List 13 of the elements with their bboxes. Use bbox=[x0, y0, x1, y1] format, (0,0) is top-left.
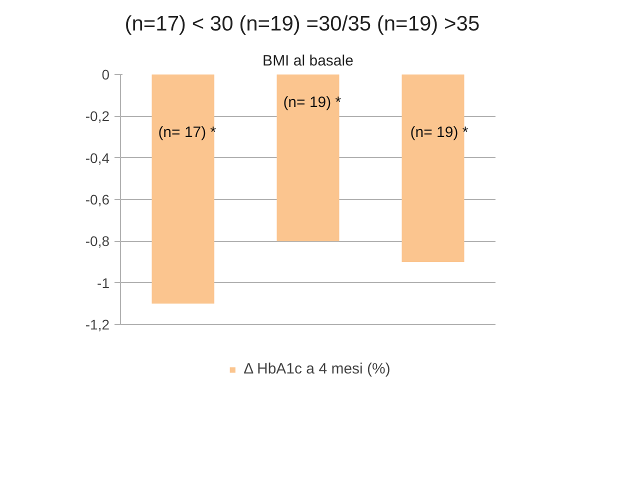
y-tick-label: -0,6 bbox=[85, 192, 110, 208]
annotation: (n= 17) * bbox=[158, 124, 216, 141]
legend-label: Δ HbA1c a 4 mesi (%) bbox=[244, 360, 390, 378]
y-tick-label: -1 bbox=[97, 274, 110, 291]
annotation: (n= 19) * bbox=[410, 124, 468, 141]
annotation: (n= 19) * bbox=[283, 94, 342, 111]
y-tick-label: -1,2 bbox=[85, 316, 110, 332]
y-tick-label: -0,2 bbox=[85, 108, 110, 124]
chart-subtitle: BMI al basale bbox=[262, 52, 354, 70]
y-tick-label: 0 bbox=[102, 66, 110, 82]
y-tick-label: -0,8 bbox=[85, 233, 110, 250]
chart-title: (n=17) < 30 (n=19) =30/35 (n=19) >35 bbox=[124, 12, 480, 36]
y-tick-label: -0,4 bbox=[85, 150, 110, 166]
